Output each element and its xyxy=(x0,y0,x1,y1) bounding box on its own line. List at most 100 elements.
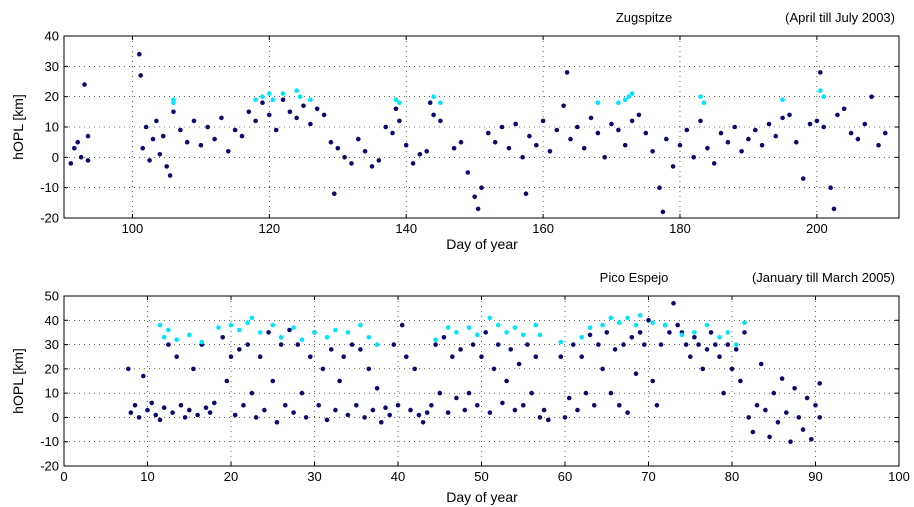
data-point xyxy=(670,164,676,169)
x-tick-label: 50 xyxy=(474,469,488,484)
data-point xyxy=(475,206,481,212)
data-point xyxy=(280,91,286,96)
data-point xyxy=(718,130,724,136)
data-point xyxy=(775,420,781,425)
data-point xyxy=(818,88,823,93)
data-point xyxy=(506,145,512,151)
data-point xyxy=(780,115,785,121)
data-point xyxy=(792,386,797,391)
data-point xyxy=(226,149,231,154)
series-0 xyxy=(68,51,888,215)
data-point xyxy=(212,136,217,142)
data-point xyxy=(771,390,777,396)
data-point xyxy=(262,407,267,413)
data-point xyxy=(512,407,518,413)
data-point xyxy=(253,97,258,102)
data-point xyxy=(203,405,209,411)
data-point xyxy=(316,403,322,408)
data-point xyxy=(588,115,594,121)
y-tick-label: 30 xyxy=(45,337,59,352)
data-point xyxy=(362,415,367,420)
data-point xyxy=(445,410,451,415)
data-point xyxy=(581,145,587,151)
data-point xyxy=(267,91,272,96)
data-point xyxy=(324,417,330,423)
data-points xyxy=(68,51,888,215)
data-point xyxy=(612,347,618,352)
data-point xyxy=(721,390,726,396)
data-point xyxy=(817,381,822,386)
data-point xyxy=(814,118,820,124)
data-point xyxy=(533,354,539,360)
data-point xyxy=(438,100,443,105)
data-point xyxy=(232,412,238,418)
data-point xyxy=(487,410,493,415)
data-point xyxy=(800,176,806,181)
data-point xyxy=(205,124,210,130)
x-tick-label: 30 xyxy=(307,469,321,484)
data-point xyxy=(788,439,793,445)
data-point xyxy=(187,407,192,413)
data-point xyxy=(397,100,402,105)
data-point xyxy=(617,403,622,408)
data-point xyxy=(374,386,380,391)
data-point xyxy=(691,155,696,160)
data-point xyxy=(157,417,163,423)
data-point xyxy=(500,400,505,406)
data-point xyxy=(433,342,438,347)
data-point xyxy=(420,420,426,425)
data-point xyxy=(191,118,197,124)
y-tick-label: 20 xyxy=(45,89,59,104)
data-point xyxy=(403,142,409,148)
x-axis-label: Day of year xyxy=(446,489,518,505)
data-point xyxy=(267,112,272,118)
data-point xyxy=(575,407,580,413)
data-point xyxy=(237,347,242,352)
data-point xyxy=(145,407,150,413)
data-point xyxy=(821,124,826,130)
data-point xyxy=(450,354,455,360)
data-point xyxy=(527,133,532,139)
data-point xyxy=(349,342,355,347)
data-point xyxy=(178,403,184,408)
data-point xyxy=(483,330,489,335)
data-point xyxy=(813,403,818,408)
data-point xyxy=(303,415,309,420)
data-point xyxy=(779,376,785,381)
data-point xyxy=(438,118,443,124)
data-point xyxy=(320,366,326,372)
data-point xyxy=(558,339,564,345)
data-point xyxy=(750,429,756,435)
data-points xyxy=(126,301,822,445)
chart-title: Zugspitze xyxy=(616,10,672,25)
data-point xyxy=(246,109,252,115)
chart-zugspitze: 100 120 140 160 180 200 -20 -10 0 10 20 30 40 Zugspi… xyxy=(10,10,900,252)
data-point xyxy=(855,136,861,142)
data-point xyxy=(609,121,614,127)
data-point xyxy=(523,191,529,196)
data-point xyxy=(650,149,655,154)
data-point xyxy=(587,332,593,338)
data-point xyxy=(732,124,737,130)
data-point xyxy=(508,347,513,352)
data-point xyxy=(187,332,192,338)
data-point xyxy=(287,109,293,115)
data-point xyxy=(191,366,196,372)
data-point xyxy=(466,390,472,396)
data-point xyxy=(831,206,837,212)
data-point xyxy=(520,155,525,160)
data-point xyxy=(466,325,472,330)
data-point xyxy=(182,415,188,420)
data-point xyxy=(441,335,447,340)
data-point xyxy=(835,112,840,118)
data-point xyxy=(537,415,543,420)
data-point xyxy=(68,161,74,166)
data-point xyxy=(349,161,354,166)
data-point xyxy=(308,121,313,127)
y-tick-label: 40 xyxy=(45,29,59,44)
data-point xyxy=(171,100,176,105)
data-point xyxy=(533,322,539,328)
data-point xyxy=(540,118,546,124)
x-tick-label: 140 xyxy=(395,221,417,236)
data-point xyxy=(643,130,649,136)
